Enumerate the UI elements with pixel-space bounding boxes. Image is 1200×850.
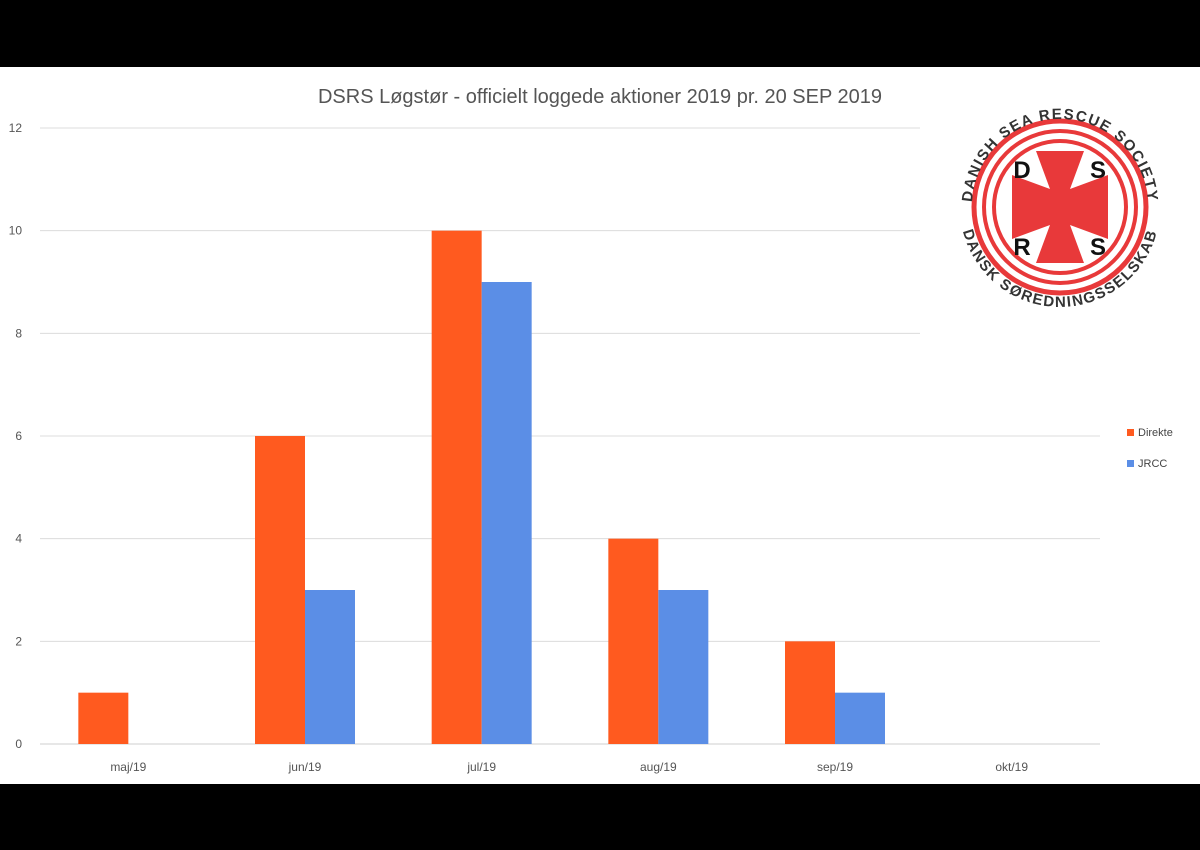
y-tick-label: 4 (15, 532, 22, 546)
legend-item-direkte: Direkte (1127, 425, 1173, 440)
bar-chart: DSRS Løgstør - officielt loggede aktione… (9, 86, 1100, 774)
cross-icon (1012, 151, 1108, 263)
logo-letter-s1: S (1090, 157, 1106, 184)
bar-jrcc-sep-19 (835, 692, 885, 744)
y-tick-label: 8 (15, 326, 22, 340)
x-tick-label: sep/19 (817, 760, 853, 774)
bar-direkte-maj-19 (78, 692, 129, 744)
y-tick-label: 12 (9, 121, 23, 135)
y-tick-label: 2 (15, 634, 22, 648)
bar-direkte-aug-19 (608, 538, 659, 744)
legend: Direkte JRCC (1127, 425, 1173, 487)
bar-jrcc-aug-19 (658, 590, 709, 744)
y-tick-label: 6 (15, 429, 22, 443)
bars (78, 230, 885, 744)
legend-label-jrcc: JRCC (1138, 457, 1168, 470)
x-axis: maj/19 jun/19 jul/19 aug/19 sep/19 okt/19 (110, 760, 1028, 774)
x-tick-label: aug/19 (640, 760, 677, 774)
x-tick-label: okt/19 (995, 760, 1028, 774)
legend-swatch-jrcc (1127, 460, 1134, 467)
y-axis: 0 2 4 6 8 10 12 (9, 121, 23, 751)
logo-letter-d: D (1013, 157, 1030, 184)
bar-jrcc-jun-19 (305, 590, 355, 744)
logo-letter-r: R (1013, 234, 1030, 261)
x-tick-label: jul/19 (466, 760, 496, 774)
y-tick-label: 10 (9, 224, 23, 238)
bar-jrcc-jul-19 (481, 282, 532, 744)
y-tick-label: 0 (15, 737, 22, 751)
bar-direkte-sep-19 (785, 641, 835, 744)
dsrs-logo-emblem: DANISH SEA RESCUE SOCIETY DANSK SØREDNIN… (959, 106, 1160, 311)
legend-item-jrcc: JRCC (1127, 456, 1173, 471)
bar-direkte-jul-19 (431, 230, 482, 744)
bar-direkte-jun-19 (255, 436, 305, 744)
chart-frame: DSRS Løgstør - officielt loggede aktione… (0, 67, 1200, 784)
x-tick-label: maj/19 (110, 760, 146, 774)
x-tick-label: jun/19 (288, 760, 322, 774)
dsrs-logo: DANISH SEA RESCUE SOCIETY DANSK SØREDNIN… (920, 67, 1200, 347)
chart-title: DSRS Løgstør - officielt loggede aktione… (318, 86, 882, 108)
legend-swatch-direkte (1127, 429, 1134, 436)
logo-letter-s2: S (1090, 234, 1106, 261)
legend-label-direkte: Direkte (1138, 426, 1173, 439)
